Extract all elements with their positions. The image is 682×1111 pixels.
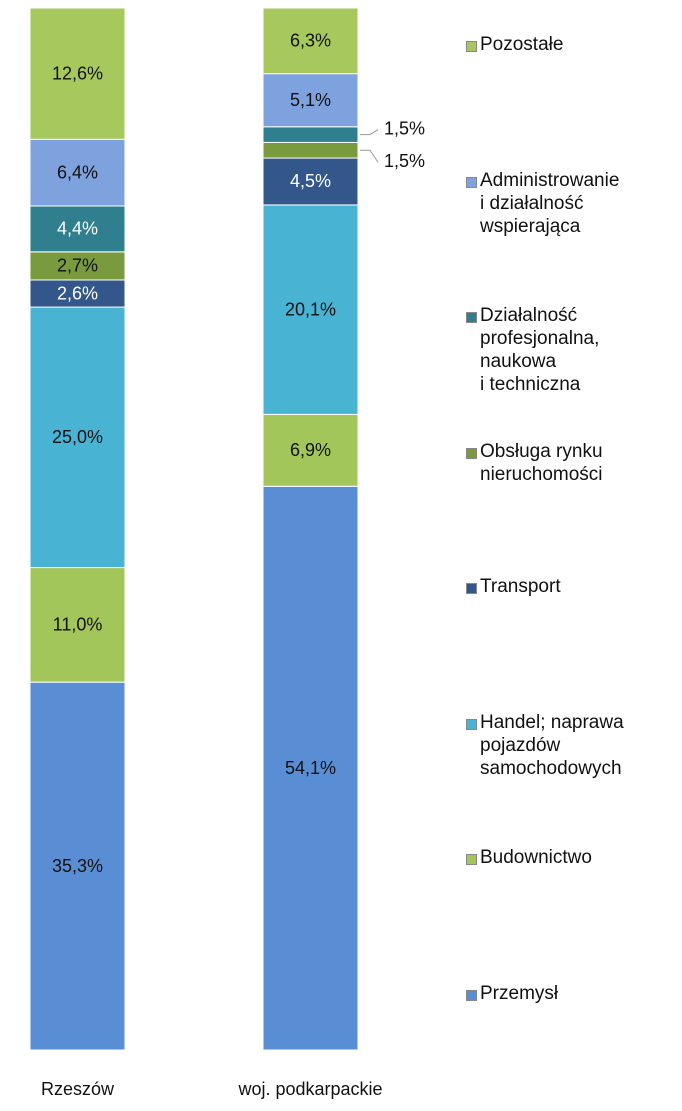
data-label: 6,3% [290,31,331,51]
bar-segment [29,7,126,140]
data-label: 2,7% [57,256,98,276]
bar-segment [262,73,359,128]
legend-marker [466,312,477,323]
x-tick-label: Rzeszów [41,1079,115,1099]
legend-entry: Budownictwo [480,847,592,868]
data-label: 6,4% [57,162,98,182]
bar-segment [262,157,359,206]
legend-entry: Działalność profesjonalna, naukowa i tec… [480,305,600,395]
data-label: 12,6% [52,63,103,83]
bar-segment [29,681,126,1051]
data-label: 4,5% [290,171,331,191]
legend-entry: Pozostałe [480,34,564,55]
bar-segment [29,205,126,253]
leader-line [360,149,379,163]
legend-marker [466,989,477,1001]
legend-entry: Obsługa rynku nieruchomości [480,440,603,485]
legend-marker [466,176,477,188]
data-label: 11,0% [53,615,103,635]
legend-marker [466,41,477,52]
data-label: 6,9% [290,440,331,460]
bar-segment [262,204,359,415]
data-label: 1,5% [384,151,425,171]
bar-segment [262,126,359,143]
data-label: 35,3% [52,856,103,876]
data-label: 1,5% [384,118,425,138]
bar-segment [29,567,126,683]
bar-segment [29,138,126,207]
legend-marker [466,718,477,730]
bar-segment [29,251,126,281]
legend-entry: Handel; naprawa pojazdów samochodowych [480,711,624,779]
bar-segment [262,7,359,75]
data-label: 25,0% [52,427,103,447]
legend-entry: Transport [480,576,561,597]
bar-segment [262,485,359,1051]
data-label: 2,6% [57,283,98,303]
leader-line [360,129,379,136]
data-label: 54,1% [285,758,336,778]
bar-segment [262,413,359,487]
bar-segment [262,141,359,159]
legend-marker [466,447,477,459]
legend-marker [466,854,477,865]
bar-segment [29,279,126,308]
data-label: 4,4% [57,219,98,239]
legend-entry: Administrowanie i działalność wspierając… [480,169,620,237]
data-label: 5,1% [290,90,331,110]
legend-marker [466,583,477,594]
legend-entry: Przemysł [480,982,559,1004]
data-label: 20,1% [285,299,336,319]
x-tick-label: woj. podkarpackie [237,1079,382,1099]
